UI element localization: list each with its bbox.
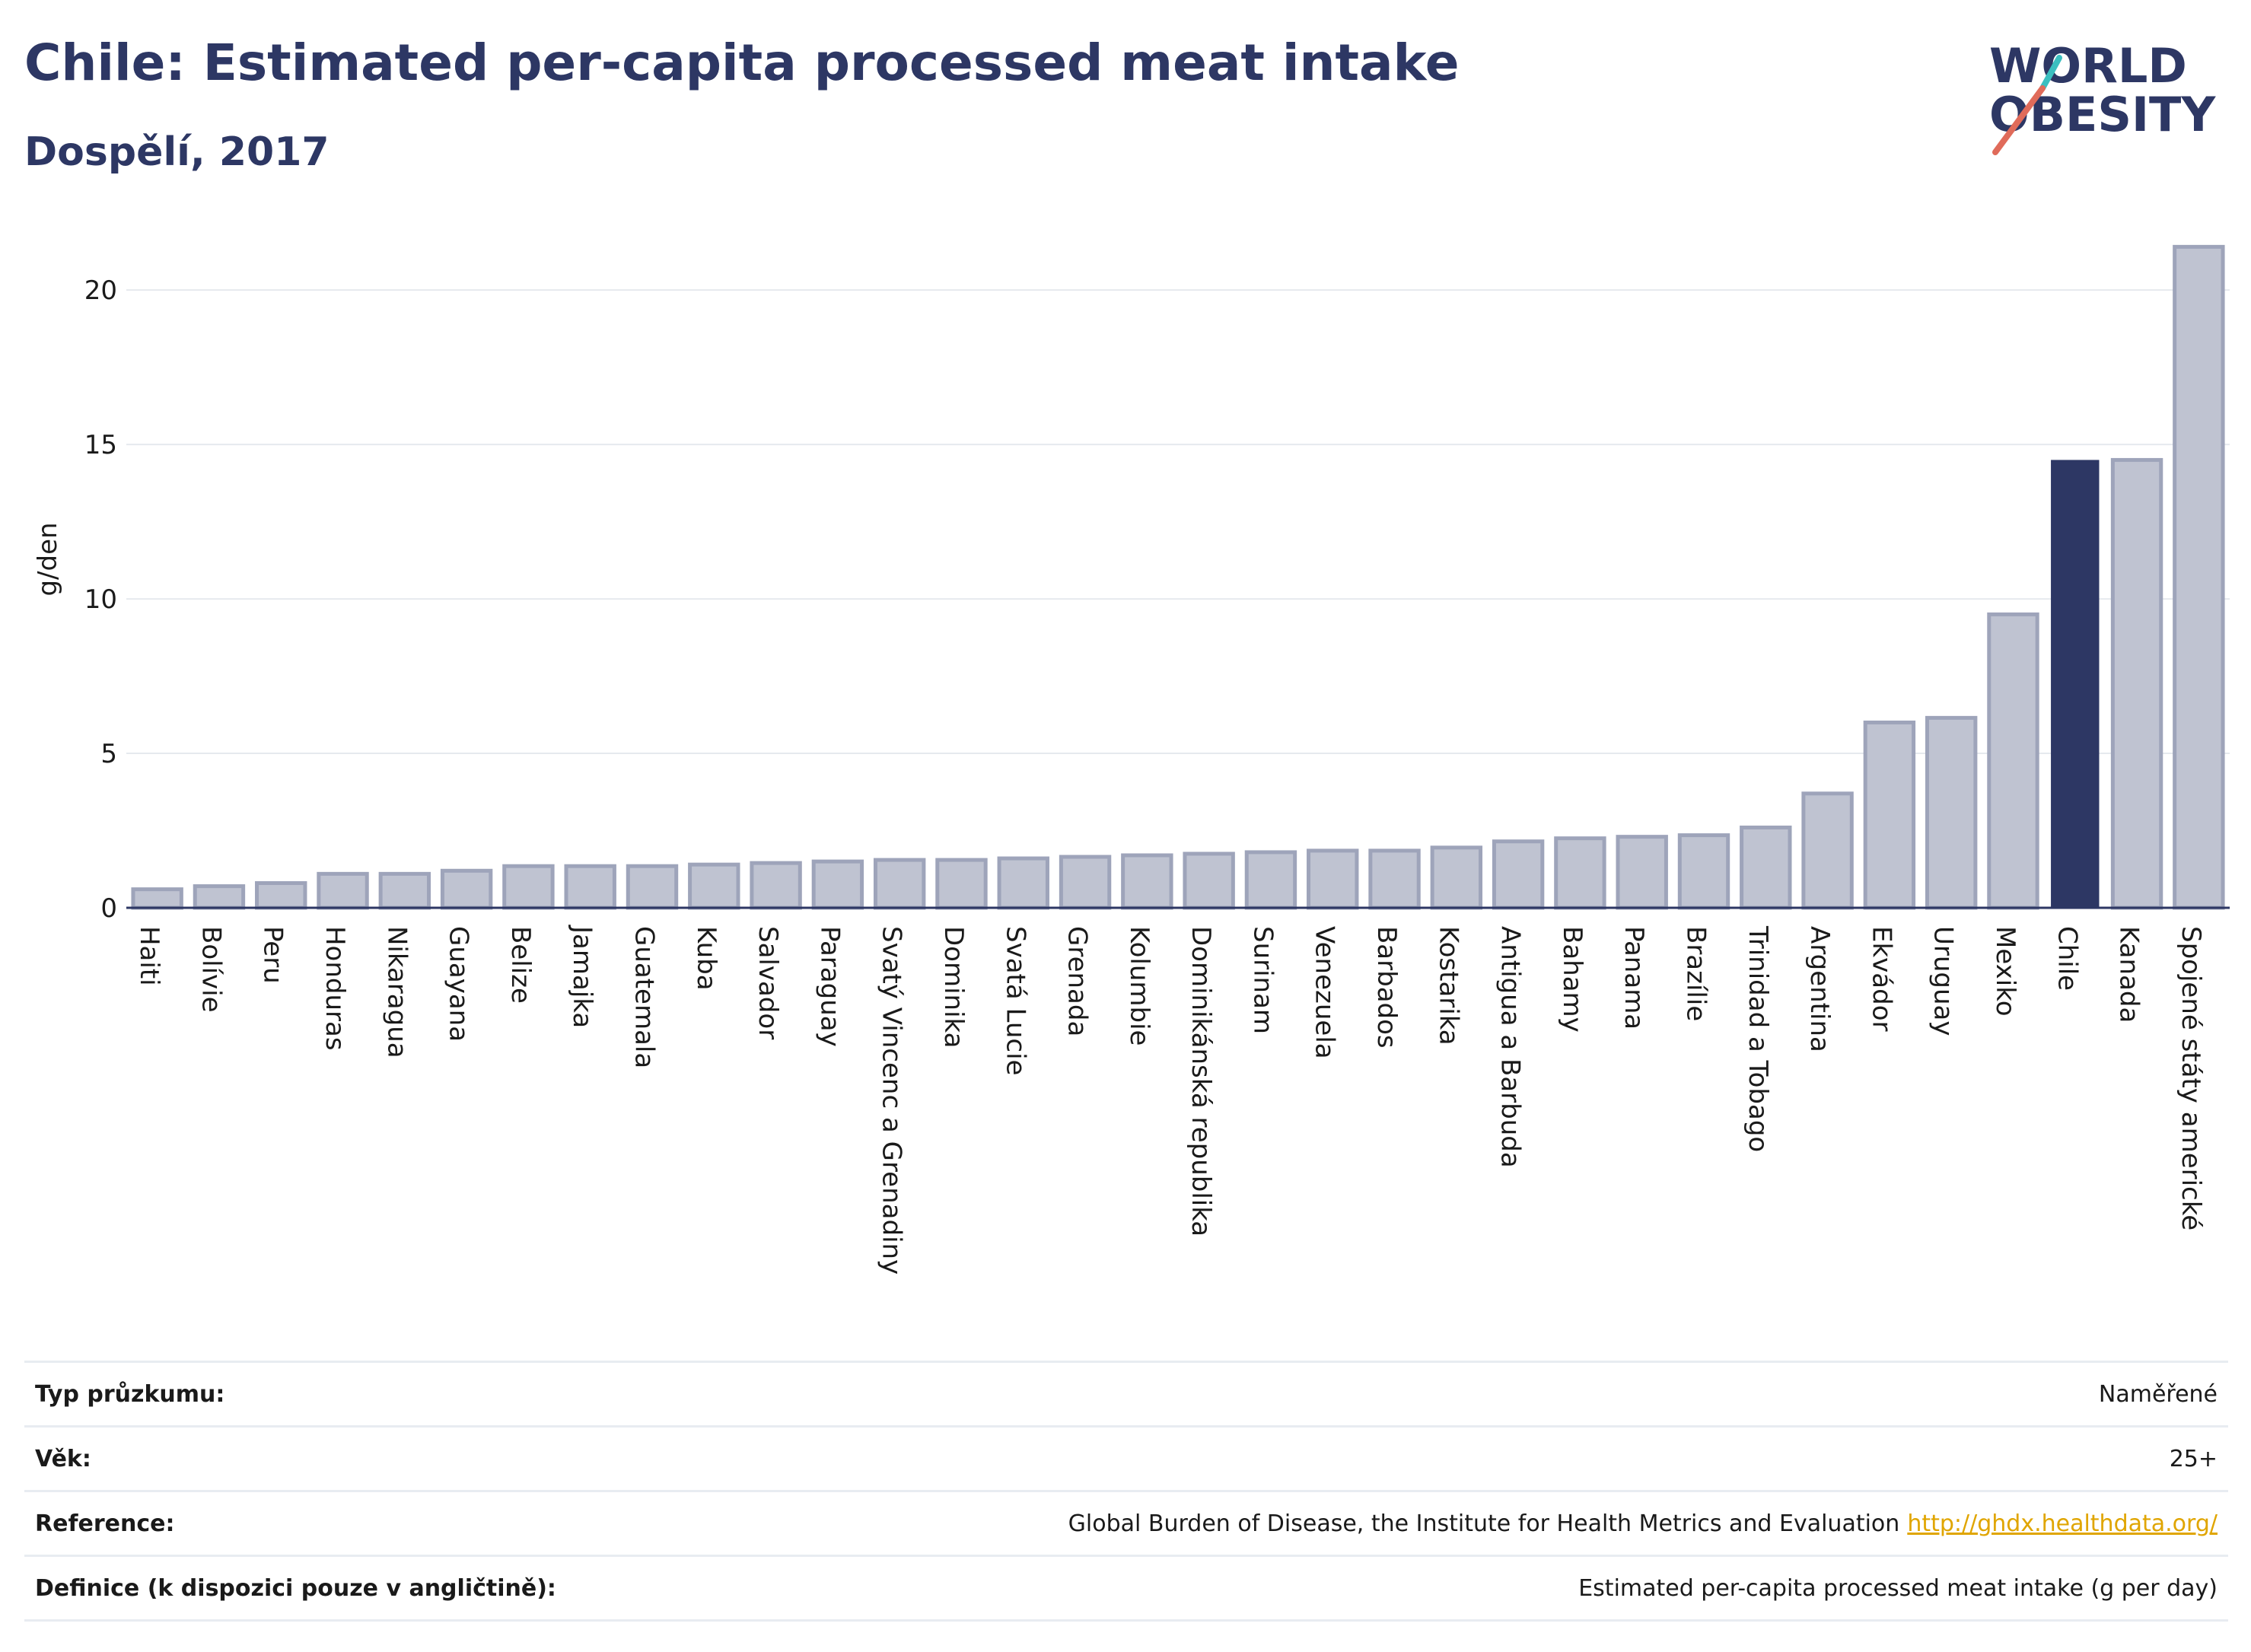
bar-kostarika <box>1430 845 1483 910</box>
x-tick-label: Salvador <box>753 926 783 1039</box>
y-tick-label: 20 <box>84 275 117 306</box>
x-tick-label: Bahamy <box>1557 926 1587 1033</box>
x-tick-label: Paraguay <box>814 926 845 1047</box>
x-tick-label: Svatá Lucie <box>1000 926 1030 1075</box>
meta-label: Typ průzkumu: <box>35 1381 225 1408</box>
x-tick-label: Kostarika <box>1433 926 1463 1046</box>
x-tick-label: Guatemala <box>629 926 660 1068</box>
x-tick-label: Argentina <box>1804 926 1835 1052</box>
bar-dominikánská-republika <box>1183 851 1235 910</box>
x-tick-label: Nikaragua <box>381 926 412 1058</box>
meta-value: Naměřené <box>2098 1381 2218 1408</box>
x-tick-label: Peru <box>258 926 288 984</box>
bar-paraguay <box>811 859 864 910</box>
x-tick-label: Surinam <box>1247 926 1278 1034</box>
y-tick-label: 5 <box>100 739 117 769</box>
world-obesity-logo: WORLD OBESITY <box>1989 38 2216 155</box>
bar-honduras <box>317 871 369 910</box>
bar-barbados <box>1368 848 1421 910</box>
meta-value: 25+ <box>2169 1446 2218 1472</box>
metadata-table: Typ průzkumu: Naměřené Věk: 25+ Referenc… <box>24 1361 2228 1622</box>
bar-surinam <box>1244 850 1297 910</box>
bar-spojené-státy-americké <box>2173 244 2225 910</box>
bar-argentina <box>1801 791 1854 910</box>
x-tick-label: Haiti <box>134 926 164 986</box>
meta-row-age: Věk: 25+ <box>24 1425 2228 1490</box>
meta-label: Definice (k dispozici pouze v angličtině… <box>35 1575 556 1602</box>
x-tick-label: Kuba <box>691 926 721 991</box>
bar-chart: 0 5 10 15 20 Haiti Bolívie Peru Honduras Nikarag… <box>33 244 2230 1275</box>
bar-guatemala <box>626 864 679 910</box>
bar-dominika <box>935 858 988 910</box>
x-tick-label: Mexiko <box>1990 926 2020 1017</box>
y-tick-label: 15 <box>84 430 117 460</box>
x-tick-label: Belize <box>505 926 536 1004</box>
bar-venezuela <box>1307 848 1359 910</box>
y-tick-label: 10 <box>84 584 117 615</box>
x-tick-label: Trinidad a Tobago <box>1743 925 1773 1152</box>
bar-mexiko <box>1987 612 2039 910</box>
meta-value-group: Global Burden of Disease, the Institute … <box>1068 1510 2218 1537</box>
x-tick-label: Kanada <box>2114 926 2144 1023</box>
bar-grenada <box>1059 855 1112 910</box>
bar-nikaragua <box>378 871 431 910</box>
meta-row-reference: Reference: Global Burden of Disease, the… <box>24 1490 2228 1555</box>
x-tick-label: Brazílie <box>1681 926 1711 1021</box>
bar-brazílie <box>1677 833 1730 910</box>
bars-layer <box>126 244 2230 910</box>
x-tick-label: Svatý Vincenc a Grenadiny <box>877 926 907 1275</box>
logo-slash-teal <box>2039 55 2062 91</box>
x-tick-label: Barbados <box>1371 926 1402 1049</box>
bar-peru <box>255 881 307 910</box>
bar-kuba <box>688 862 740 910</box>
bar-chile <box>2051 460 2100 908</box>
x-tick-label: Uruguay <box>1928 926 1959 1036</box>
y-axis-label: g/den <box>33 522 63 596</box>
bar-svatý-vincenc-a-grenadiny <box>873 858 926 910</box>
bar-guayana <box>440 868 493 910</box>
chart-subtitle: Dospělí, 2017 <box>24 129 330 175</box>
meta-label: Reference: <box>35 1510 175 1537</box>
bar-svatá-lucie <box>997 856 1049 910</box>
bar-trinidad-a-tobago <box>1740 825 1792 910</box>
bar-uruguay <box>1925 715 1978 910</box>
bar-jamajka <box>564 864 616 910</box>
logo-line2: OBESITY <box>1989 87 2216 142</box>
logo-slash-coral <box>1992 85 2046 155</box>
x-tick-label: Panama <box>1619 926 1649 1030</box>
x-tick-label: Jamajka <box>567 925 597 1028</box>
meta-row-survey-type: Typ průzkumu: Naměřené <box>24 1361 2228 1425</box>
x-tick-label: Ekvádor <box>1866 926 1896 1032</box>
bar-kanada <box>2110 457 2163 910</box>
x-tick-label: Kolumbie <box>1124 926 1154 1046</box>
y-tick-label: 0 <box>100 893 117 924</box>
x-tick-label: Spojené státy americké <box>2176 926 2206 1230</box>
bar-bolívie <box>193 884 246 910</box>
reference-text: Global Burden of Disease, the Institute … <box>1068 1510 1900 1537</box>
logo-line1: WORLD <box>1989 38 2187 94</box>
reference-link[interactable]: http://ghdx.healthdata.org/ <box>1907 1510 2218 1537</box>
meta-value: Estimated per-capita processed meat inta… <box>1578 1575 2218 1602</box>
bar-panama <box>1616 835 1668 910</box>
bar-belize <box>502 864 555 910</box>
bar-ekvádor <box>1863 720 1916 910</box>
meta-row-definition: Definice (k dispozici pouze v angličtině… <box>24 1555 2228 1622</box>
bar-antigua-a-barbuda <box>1492 839 1545 910</box>
bar-kolumbie <box>1121 853 1173 910</box>
x-tick-label: Venezuela <box>1310 926 1340 1059</box>
bar-haiti <box>131 887 183 910</box>
bar-salvador <box>750 861 802 910</box>
x-tick-label: Antigua a Barbuda <box>1495 926 1526 1168</box>
x-tick-label: Honduras <box>320 926 350 1051</box>
x-tick-label: Grenada <box>1062 926 1093 1036</box>
chart-title: Chile: Estimated per-capita processed me… <box>24 33 1460 92</box>
x-tick-label: Dominikánská republika <box>1186 926 1216 1237</box>
bar-bahamy <box>1554 836 1606 910</box>
x-tick-labels: Haiti Bolívie Peru Honduras Nikaragua Guayana… <box>134 925 2206 1275</box>
x-tick-label: Dominika <box>938 926 969 1048</box>
meta-label: Věk: <box>35 1446 91 1472</box>
x-tick-label: Bolívie <box>196 926 226 1013</box>
x-tick-label: Guayana <box>444 926 474 1042</box>
x-tick-label: Chile <box>2052 926 2082 991</box>
